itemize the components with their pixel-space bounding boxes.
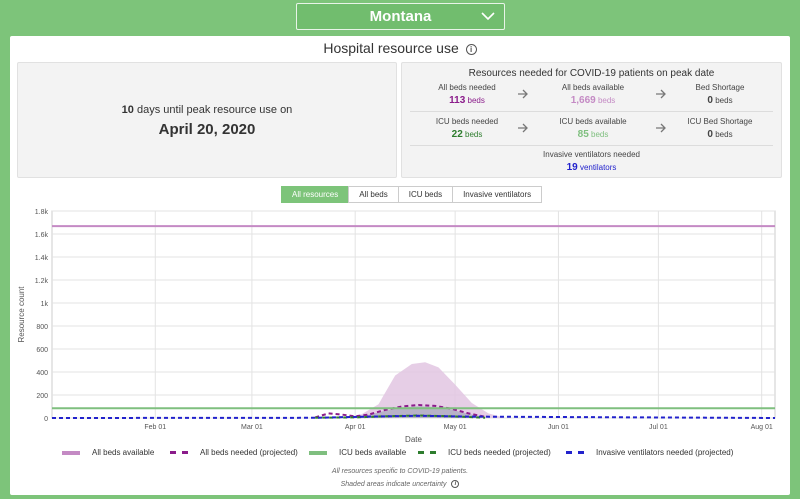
arrow-right-icon — [518, 89, 528, 99]
footnote-specific: All resources specific to COVID-19 patie… — [331, 468, 469, 475]
peak-days-text: 10 days until peak resource use on — [18, 104, 396, 116]
ventilators-needed: Invasive ventilators needed 19 ventilato… — [543, 150, 640, 173]
peak-date: April 20, 2020 — [158, 121, 256, 138]
line-ventilators-needed — [51, 414, 776, 419]
x-tick-label: Apr 01 — [345, 424, 366, 431]
arrow-right-icon — [518, 123, 528, 133]
legend-item-ventilators-needed[interactable]: Invasive ventilators needed (projected) — [566, 448, 733, 457]
x-tick-label: Jul 01 — [649, 424, 668, 431]
beds-needed-uncertainty-area — [355, 406, 486, 418]
tab-icu-beds[interactable]: ICU beds — [397, 186, 454, 203]
icu-beds-needed: ICU beds needed 22 beds — [435, 117, 499, 140]
tab-all-beds[interactable]: All beds — [348, 186, 399, 203]
x-tick-label: Aug 01 — [751, 424, 773, 431]
tab-all-resources[interactable]: All resources — [281, 186, 350, 203]
legend-item-icu-beds-available[interactable]: ICU beds available — [309, 448, 406, 457]
x-tick-label: Jun 01 — [548, 424, 569, 431]
x-tick-label: Feb 01 — [144, 424, 166, 431]
info-icon[interactable]: i — [465, 44, 477, 55]
x-tick-label: Mar 01 — [241, 424, 263, 431]
legend-swatch — [309, 450, 327, 455]
all-beds-available: All beds available 1,669 beds — [561, 83, 625, 106]
y-tick-label: 800 — [36, 324, 48, 331]
arrow-right-icon — [656, 123, 666, 133]
icu-row: ICU beds needed 22 beds ICU beds availab… — [410, 114, 773, 146]
x-axis-label: Date — [405, 435, 422, 444]
beds-row: All beds needed 113 beds All beds availa… — [410, 80, 773, 112]
legend-item-icu-beds-needed[interactable]: ICU beds needed (projected) — [418, 448, 551, 457]
line-icu-beds-needed — [315, 414, 486, 419]
peak-days-count: 10 — [121, 104, 134, 116]
legend-swatch — [170, 451, 188, 454]
icu-bed-shortage: ICU Bed Shortage 0 beds — [687, 117, 753, 140]
resource-tabs: All resources All beds ICU beds Invasive… — [281, 186, 543, 203]
panel-title: Hospital resource use i — [10, 40, 790, 56]
y-tick-label: 1k — [41, 301, 49, 308]
y-tick-label: 200 — [36, 393, 48, 400]
legend-swatch — [418, 451, 436, 454]
chevron-down-icon — [481, 12, 495, 21]
state-selector-value: Montana — [369, 8, 432, 25]
y-tick-label: 0 — [44, 416, 48, 423]
resources-title: Resources needed for COVID-19 patients o… — [468, 68, 715, 79]
all-beds-uncertainty-area — [355, 362, 506, 418]
y-tick-label: 1.8k — [35, 209, 49, 216]
x-tick-label: May 01 — [444, 424, 467, 431]
y-axis-label: Resource count — [17, 286, 26, 343]
resources-box: Resources needed for COVID-19 patients o… — [401, 62, 782, 178]
peak-days-suffix: days until peak resource use on — [136, 104, 293, 116]
legend-swatch — [566, 451, 584, 454]
arrow-right-icon — [656, 89, 666, 99]
resource-chart-svg[interactable]: 0 200 400 600 800 1k 1.2k 1.4k 1.6k 1.8k Feb 01 Mar… — [10, 206, 790, 446]
footnote-uncertainty: Shaded areas indicate uncertainty i — [10, 480, 790, 488]
y-tick-label: 1.2k — [35, 278, 49, 285]
state-selector[interactable]: Montana — [296, 3, 505, 30]
hospital-resource-panel: Hospital resource use i 10 days until pe… — [10, 36, 790, 495]
peak-summary-box: 10 days until peak resource use on April… — [17, 62, 397, 178]
icu-beds-available: ICU beds available 85 beds — [559, 117, 627, 140]
y-tick-label: 600 — [36, 347, 48, 354]
y-tick-label: 1.4k — [35, 255, 49, 262]
legend-item-all-beds-needed[interactable]: All beds needed (projected) — [170, 448, 298, 457]
legend-swatch — [62, 450, 80, 455]
y-tick-label: 1.6k — [35, 232, 49, 239]
tab-invasive-ventilators[interactable]: Invasive ventilators — [452, 186, 543, 203]
bed-shortage: Bed Shortage 0 beds — [695, 83, 745, 106]
all-beds-needed: All beds needed 113 beds — [438, 83, 496, 106]
legend-item-all-beds-available[interactable]: All beds available — [62, 448, 154, 457]
resource-chart: 0 200 400 600 800 1k 1.2k 1.4k 1.6k 1.8k Feb 01 Mar… — [10, 206, 790, 451]
y-tick-label: 400 — [36, 370, 48, 377]
info-icon[interactable]: i — [451, 480, 460, 488]
